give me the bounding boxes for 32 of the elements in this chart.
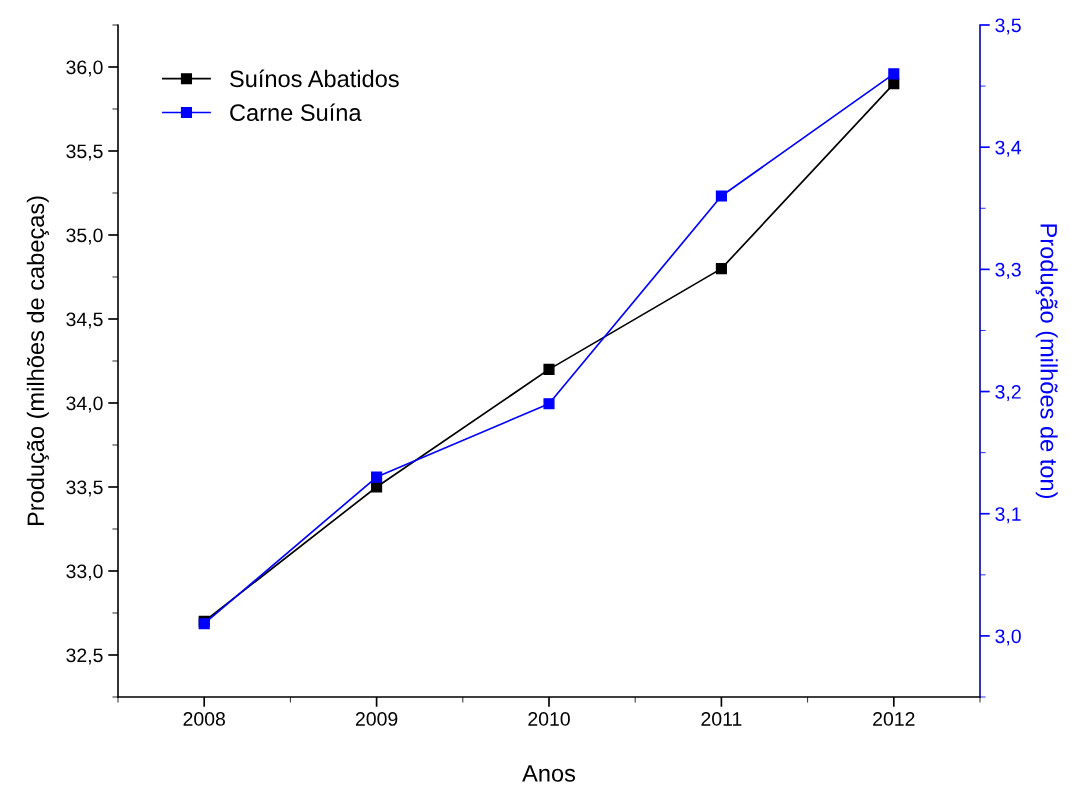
y-tick-label: 34,0 [66,396,103,413]
y2-tick-label: 3,0 [995,629,1021,646]
point [371,481,383,493]
x-tick-label: 2011 [701,712,742,726]
point [715,190,727,202]
point [715,263,727,275]
x-tick-label: 2009 [355,712,398,726]
x-tick-label: 2008 [183,712,225,726]
y2-tick-label: 3,1 [995,507,1021,524]
point [543,398,555,410]
legend-label: Suínos Abatidos [230,69,399,88]
point [888,78,900,90]
y-tick-label: 33,0 [66,564,103,581]
point [888,68,900,80]
x-tick-label: 2010 [528,712,570,726]
y2-tick-label: 3,5 [995,18,1021,35]
y-axis-title: Produção (milhões de cabeças) [26,196,49,526]
y-tick-label: 35,5 [66,144,103,161]
y-tick-label: 36,0 [66,60,103,77]
y2-axis-title: Produção (milhões de ton) [1035,224,1058,499]
y-tick-label: 33,5 [66,480,103,497]
legend-label: Carne Suína [230,103,362,122]
point [543,363,555,375]
y-tick-label: 34,5 [66,312,103,329]
point [371,471,383,483]
x-axis-title: Anos [522,765,576,782]
y-tick-label: 32,5 [66,648,103,665]
y2-tick-label: 3,3 [995,262,1021,279]
y2-tick-label: 3,2 [995,385,1021,402]
y-tick-label: 35,0 [66,228,103,245]
y2-tick-label: 3,4 [995,140,1022,157]
x-tick-label: 2012 [873,712,915,726]
